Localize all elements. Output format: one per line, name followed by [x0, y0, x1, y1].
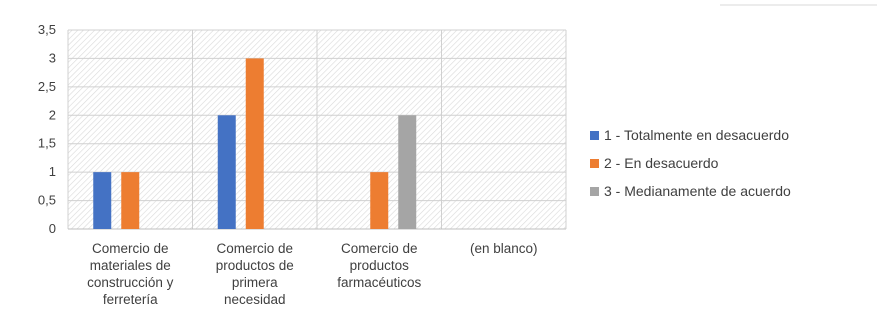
y-tick-label: 3	[49, 50, 56, 65]
legend-swatch	[590, 187, 599, 196]
plot-area: 0 0,5 1 1,5 2 2,5 3 3,5 Comercio de materiales de…	[38, 22, 567, 307]
y-tick-label: 2,5	[38, 79, 56, 94]
y-tick-label: 0	[49, 221, 56, 236]
legend-swatch	[590, 131, 599, 140]
x-tick-label: (en blanco)	[470, 241, 538, 256]
bar	[217, 115, 236, 229]
x-tick-label: Comercio de productos de primera necesidad	[216, 241, 294, 307]
legend-label: 1 - Totalmente en desacuerdo	[604, 127, 789, 143]
legend-swatch	[590, 159, 599, 168]
y-tick-label: 0,5	[38, 193, 56, 208]
legend: 1 - Totalmente en desacuerdo 2 - En desac…	[590, 127, 791, 199]
bar	[245, 58, 264, 229]
bar	[370, 172, 389, 229]
x-tick-label: Comercio de materiales de construcción y fe…	[87, 241, 174, 307]
category-band	[441, 30, 566, 229]
x-tick-label: Comercio de productos farmacéuticos	[337, 241, 421, 290]
bar	[398, 115, 417, 229]
legend-label: 2 - En desacuerdo	[604, 155, 719, 171]
y-tick-label: 1	[49, 164, 56, 179]
y-tick-label: 1,5	[38, 136, 56, 151]
bar	[121, 172, 140, 229]
legend-label: 3 - Medianamente de acuerdo	[604, 183, 791, 199]
y-tick-label: 3,5	[38, 22, 56, 37]
bar	[93, 172, 112, 229]
y-tick-label: 2	[49, 107, 56, 122]
